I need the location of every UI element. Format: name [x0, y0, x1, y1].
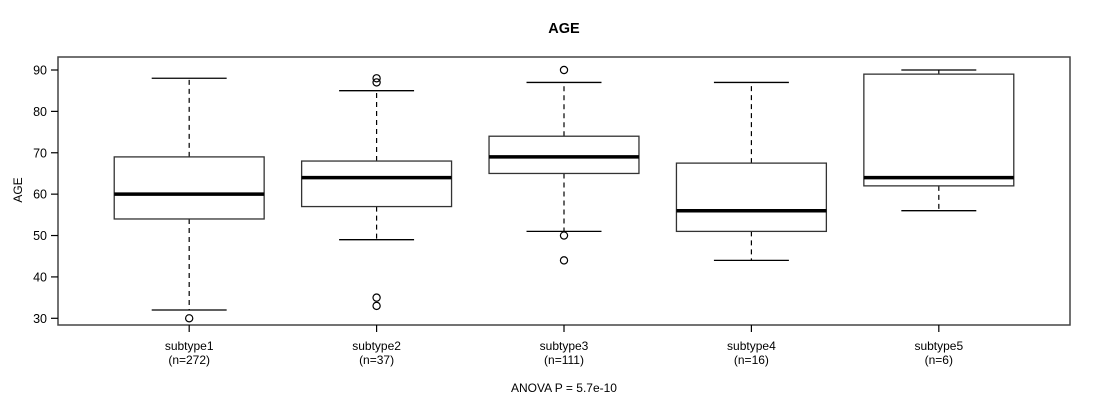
iqr-box-subtype3	[488, 135, 640, 175]
anova-footnote: ANOVA P = 5.7e-10	[511, 381, 617, 395]
x-sublabel-subtype3: (n=111)	[544, 353, 584, 367]
outlier-subtype3-1	[559, 231, 569, 240]
x-label-subtype2: subtype2	[352, 339, 401, 353]
y-tick-label-60: 60	[33, 188, 47, 202]
chart-title: AGE	[548, 21, 580, 37]
outlier-subtype2-2	[372, 293, 381, 302]
iqr-box-subtype5	[863, 73, 1015, 187]
y-tick-label-50: 50	[33, 229, 47, 243]
iqr-box-subtype2	[300, 160, 453, 208]
x-sublabel-subtype4: (n=16)	[734, 353, 769, 367]
outlier-subtype3-0	[559, 65, 569, 75]
plot-area: 30405060708090subtype1(n=272)subtype2(n=…	[33, 56, 1071, 367]
x-sublabel-subtype1: (n=272)	[168, 353, 210, 367]
y-tick-label-30: 30	[33, 312, 47, 326]
y-tick-label-90: 90	[33, 64, 47, 78]
outlier-subtype2-0	[372, 74, 381, 83]
outlier-subtype2-3	[372, 301, 381, 311]
y-axis-label: AGE	[11, 177, 25, 202]
outlier-subtype2-1	[372, 78, 381, 87]
y-tick-label-70: 70	[33, 146, 47, 160]
x-sublabel-subtype2: (n=37)	[359, 353, 394, 367]
outlier-subtype3-2	[559, 256, 569, 265]
y-tick-label-80: 80	[33, 105, 47, 119]
outlier-subtype1-0	[184, 314, 194, 323]
iqr-box-subtype4	[675, 162, 828, 233]
x-label-subtype3: subtype3	[540, 339, 589, 353]
y-tick-label-40: 40	[33, 270, 47, 284]
x-label-subtype4: subtype4	[727, 339, 776, 353]
iqr-box-subtype1	[113, 156, 265, 220]
x-sublabel-subtype5: (n=6)	[925, 353, 953, 367]
x-label-subtype5: subtype5	[914, 339, 963, 353]
x-label-subtype1: subtype1	[165, 339, 214, 353]
